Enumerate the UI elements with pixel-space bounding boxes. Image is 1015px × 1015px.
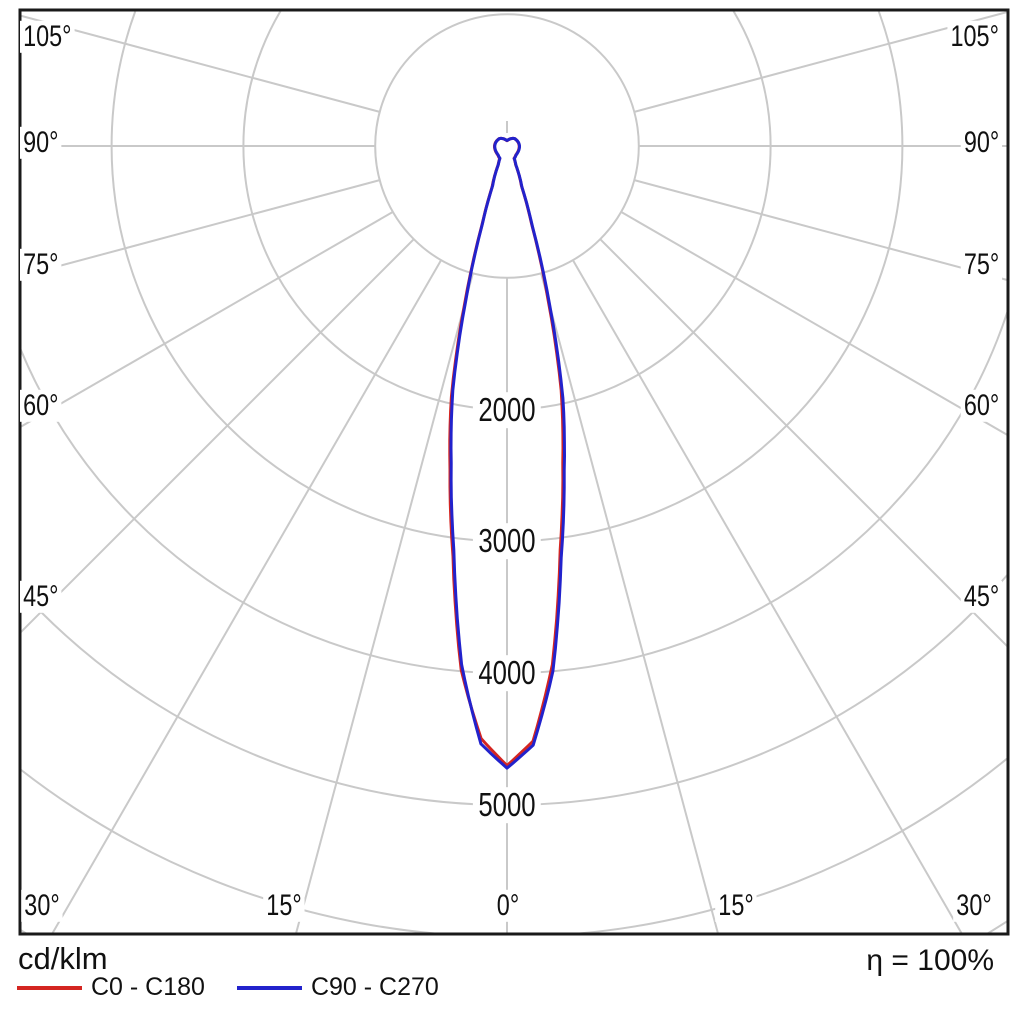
curve-c90-c270 [449,136,566,770]
plot-border [18,8,1010,936]
